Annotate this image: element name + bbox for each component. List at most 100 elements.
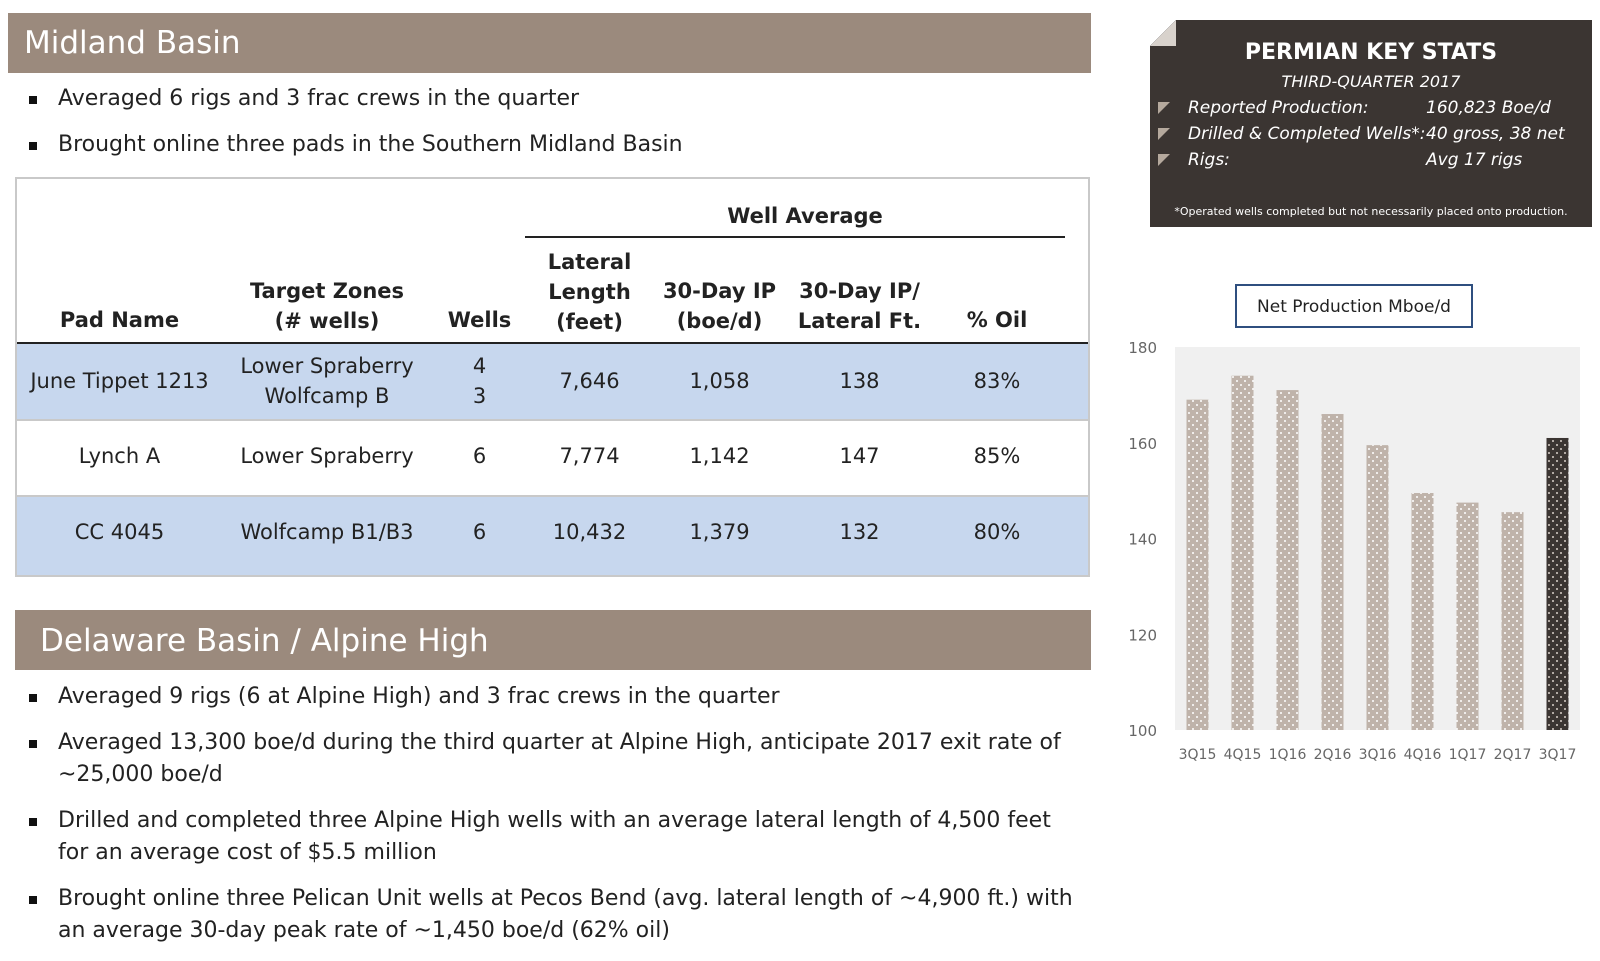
bullet-item: Averaged 9 rigs (6 at Alpine High) and 3…	[28, 681, 1088, 713]
delaware-basin-header: Delaware Basin / Alpine High	[15, 610, 1091, 670]
bullet-text-continued: ~25,000 boe/d	[58, 762, 223, 787]
x-tick-label: 2Q17	[1494, 747, 1532, 763]
folded-corner-shadow	[1150, 20, 1176, 46]
bullet-text: Brought online three pads in the Souther…	[58, 132, 683, 157]
bullet-text: Averaged 9 rigs (6 at Alpine High) and 3…	[58, 684, 780, 709]
x-tick-label: 1Q17	[1449, 747, 1487, 763]
bullet-square-icon	[29, 142, 37, 150]
bar-3q15	[1186, 399, 1209, 730]
bullet-item: Drilled and completed three Alpine High …	[28, 805, 1088, 869]
delaware-bullet-list: Averaged 9 rigs (6 at Alpine High) and 3…	[28, 681, 1088, 961]
table-row: CC 4045 Wolfcamp B1/B3 6 10,432 1,379 13…	[17, 497, 1088, 575]
col-header-target-zones: Target Zones (# wells)	[249, 279, 405, 333]
y-tick-label: 100	[1128, 722, 1157, 740]
col-header-oil-pct: % Oil	[966, 308, 1028, 332]
cell-wells: 6	[472, 520, 487, 544]
bar-3q17	[1546, 437, 1569, 730]
x-tick-label: 3Q15	[1179, 747, 1217, 763]
bullet-item: Averaged 13,300 boe/d during the third q…	[28, 727, 1088, 791]
table-row: June Tippet 1213 Lower Spraberry Wolfcamp…	[17, 344, 1088, 419]
bullet-text-continued: an average 30-day peak rate of ~1,450 bo…	[58, 918, 670, 943]
well-results-table: Well Average Pad Name Target Zones (# wel…	[15, 177, 1090, 577]
cell-oil-pct: 83%	[973, 369, 1021, 393]
cell-pad-name: CC 4045	[74, 520, 165, 544]
bullet-square-icon	[29, 818, 37, 826]
x-tick-label: 3Q17	[1539, 747, 1577, 763]
col-header-pad-name: Pad Name	[59, 308, 180, 332]
bar-1q17	[1456, 502, 1479, 730]
bar-1q16	[1276, 390, 1299, 730]
midland-bullet-list: Averaged 6 rigs and 3 frac crews in the …	[28, 83, 1088, 175]
key-stat-label: Rigs:	[1188, 150, 1230, 170]
cell-30-day-ip: 1,142	[689, 444, 750, 468]
bullet-square-icon	[29, 896, 37, 904]
bullet-item: Brought online three pads in the Souther…	[28, 129, 1088, 161]
bullet-item: Averaged 6 rigs and 3 frac crews in the …	[28, 83, 1088, 115]
x-tick-label: 2Q16	[1314, 747, 1352, 763]
cell-30-day-ip: 1,058	[689, 369, 750, 393]
y-tick-label: 120	[1128, 626, 1157, 644]
key-stats-title: PERMIAN KEY STATS	[1244, 40, 1498, 65]
bar-4q16	[1411, 493, 1434, 730]
triangle-bullet-icon	[1158, 128, 1170, 140]
x-tick-label: 3Q16	[1359, 747, 1397, 763]
x-tick-label: 4Q16	[1404, 747, 1442, 763]
chart-title: Net Production Mboe/d	[1257, 297, 1451, 317]
cell-30-day-ip: 1,379	[689, 520, 750, 544]
cell-lateral-length: 10,432	[552, 520, 627, 544]
cell-pad-name: Lynch A	[78, 444, 161, 468]
col-header-ip-per-lateral: 30-Day IP/Lateral Ft.	[797, 279, 922, 333]
triangle-bullet-icon	[1158, 102, 1170, 114]
bar-4q15	[1231, 375, 1254, 730]
header-bottom-rule	[17, 342, 1088, 344]
cell-lateral-length: 7,774	[559, 444, 620, 468]
key-stat-value: 160,823 Boe/d	[1426, 98, 1551, 118]
col-header-lateral-length: Lateral Length (feet)	[547, 250, 632, 334]
bullet-text: Brought online three Pelican Unit wells …	[58, 886, 1073, 911]
y-tick-label: 180	[1128, 339, 1157, 357]
row-divider	[17, 419, 1088, 421]
key-stat-label: Reported Production:	[1188, 98, 1369, 118]
group-header-rule	[525, 236, 1065, 238]
chart-title-box	[1235, 284, 1473, 328]
x-tick-label: 4Q15	[1224, 747, 1262, 763]
cell-oil-pct: 80%	[973, 520, 1021, 544]
key-stat-label: Drilled & Completed Wells*:	[1188, 124, 1426, 144]
bar-series	[1186, 375, 1569, 730]
bar-3q16	[1366, 445, 1389, 730]
col-header-30-day-ip: 30-Day IP (boe/d)	[662, 279, 777, 333]
y-axis: 100 120 140 160 180	[1128, 339, 1157, 740]
bullet-text: Averaged 13,300 boe/d during the third q…	[58, 730, 1061, 755]
col-header-wells: Wells	[447, 308, 512, 332]
permian-key-stats-panel: PERMIAN KEY STATS THIRD-QUARTER 2017 Rep…	[1150, 20, 1592, 227]
bar-2q17	[1501, 512, 1524, 730]
row-divider	[17, 495, 1088, 497]
cell-pad-name: June Tippet 1213	[30, 369, 209, 393]
cell-ip-per-lateral: 132	[839, 520, 880, 544]
y-tick-label: 160	[1128, 435, 1157, 453]
bullet-item: Brought online three Pelican Unit wells …	[28, 883, 1088, 947]
bullet-text: Drilled and completed three Alpine High …	[58, 808, 1051, 833]
bullet-text-continued: for an average cost of $5.5 million	[58, 840, 437, 865]
bullet-square-icon	[29, 96, 37, 104]
x-axis: 3Q15 4Q15 1Q16 2Q16 3Q16 4Q16 1Q17 2Q17 3Q17	[1179, 747, 1577, 763]
bullet-square-icon	[29, 740, 37, 748]
cell-lateral-length: 7,646	[559, 369, 620, 393]
cell-ip-per-lateral: 138	[839, 369, 880, 393]
cell-oil-pct: 85%	[973, 444, 1021, 468]
key-stats-footnote: *Operated wells completed but not necess…	[1174, 205, 1568, 218]
bullet-square-icon	[29, 694, 37, 702]
key-stats-subtitle: THIRD-QUARTER 2017	[1281, 72, 1461, 91]
cell-target-zones: Lower Spraberry	[240, 444, 414, 468]
triangle-bullet-icon	[1158, 154, 1170, 166]
key-stat-value: Avg 17 rigs	[1426, 150, 1523, 170]
bar-2q16	[1321, 414, 1344, 730]
table-row: Lynch A Lower Spraberry 6 7,774 1,142 14…	[17, 421, 1088, 496]
bullet-text: Averaged 6 rigs and 3 frac crews in the …	[58, 86, 580, 111]
x-tick-label: 1Q16	[1269, 747, 1307, 763]
midland-basin-header: Midland Basin	[8, 13, 1091, 73]
cell-wells: 6	[472, 444, 487, 468]
cell-ip-per-lateral: 147	[839, 444, 880, 468]
key-stat-value: 40 gross, 38 net	[1426, 124, 1565, 144]
group-header-well-average: Well Average	[727, 204, 883, 228]
